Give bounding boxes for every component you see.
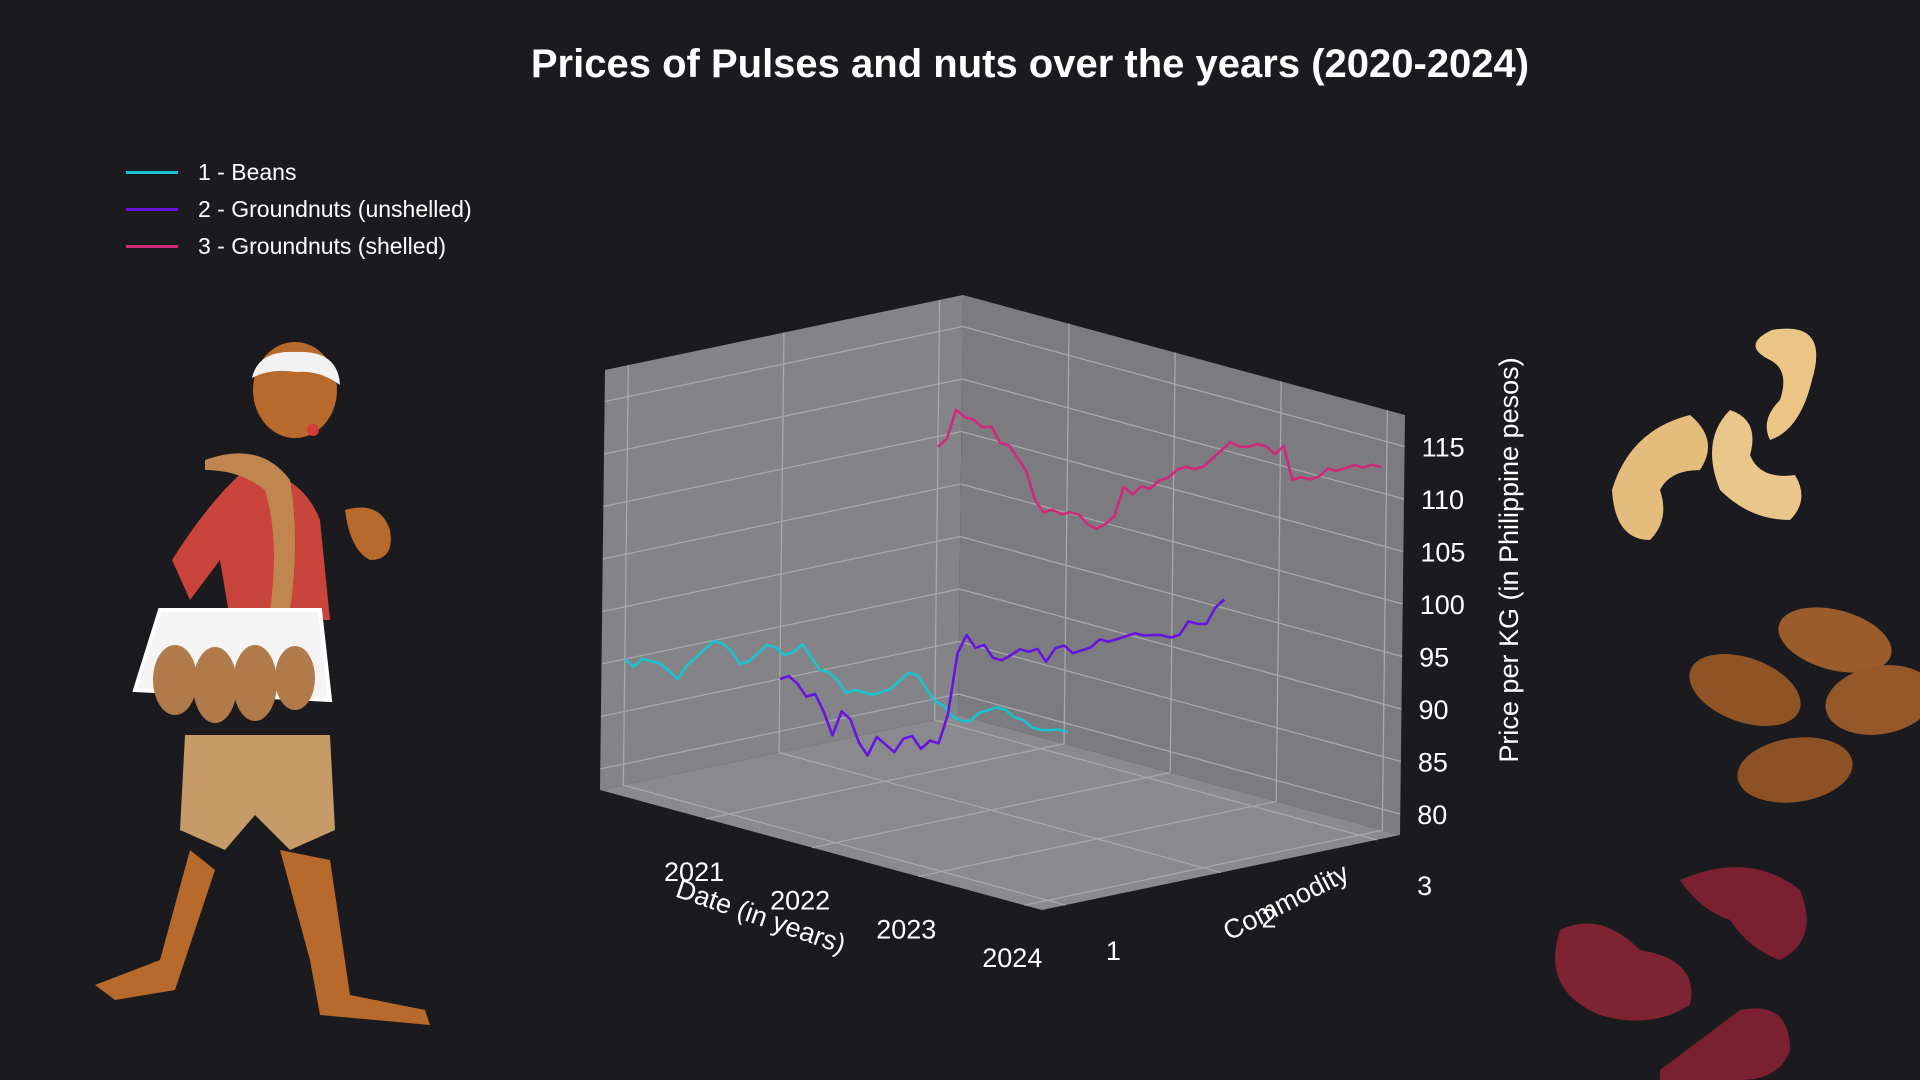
legend-item-groundnuts-shelled[interactable]: 3 - Groundnuts (shelled): [126, 228, 472, 265]
grid-line-z: [962, 325, 1405, 448]
legend-label-groundnuts-shelled: 3 - Groundnuts (shelled): [198, 233, 447, 259]
grid-line-y: [622, 365, 629, 786]
series-line-3: [937, 408, 1382, 531]
grid-line-z: [604, 325, 963, 403]
z-tick-label: 110: [1421, 485, 1464, 515]
z-tick-label: 85: [1418, 748, 1448, 778]
grid-line-z: [600, 693, 959, 770]
z-axis-title: Price per KG (in Philippine pesos): [1494, 357, 1524, 762]
z-tick-label: 105: [1420, 538, 1465, 568]
grid-line-y: [778, 751, 1222, 874]
cashew-nuts-illustration: [1612, 328, 1817, 540]
grid-lines: [600, 299, 1405, 906]
legend-swatch-groundnuts-shelled: [126, 245, 178, 248]
series-line-2: [779, 598, 1226, 757]
legend-swatch-beans: [126, 171, 178, 174]
y-tick-label: 2: [1261, 904, 1276, 934]
z-tick-label: 90: [1419, 695, 1449, 725]
grid-line-z: [600, 640, 960, 718]
almonds-illustration: [1689, 607, 1920, 803]
legend: 1 - Beans 2 - Groundnuts (unshelled) 3 -…: [126, 154, 472, 265]
legend-label-groundnuts-unshelled: 2 - Groundnuts (unshelled): [198, 196, 472, 222]
grid-line-z: [959, 535, 1403, 658]
y-tick-label: 3: [1417, 871, 1432, 901]
chart-title: Prices of Pulses and nuts over the years…: [530, 42, 1530, 86]
grid-line-z: [959, 588, 1402, 710]
grid-line-y: [934, 719, 1377, 841]
x-tick-label: 2021: [664, 857, 724, 887]
y-tick-label: 1: [1106, 936, 1121, 966]
y-axis-title: Commodity: [1218, 857, 1354, 946]
x-tick-label: 2022: [770, 886, 830, 916]
grid-line-z: [601, 535, 961, 613]
grid-line-z: [961, 378, 1405, 500]
legend-swatch-groundnuts-unshelled: [126, 208, 178, 211]
grid-line-y: [934, 299, 941, 720]
legend-label-beans: 1 - Beans: [198, 159, 297, 185]
grid-line-z: [602, 483, 961, 560]
nut-vendor-illustration: [95, 342, 430, 1025]
legend-item-groundnuts-unshelled[interactable]: 2 - Groundnuts (unshelled): [126, 191, 472, 228]
grid-line-z: [958, 693, 1401, 815]
back-pane: [958, 295, 1405, 835]
grid-line-y: [623, 784, 1066, 906]
axis-panes: [600, 295, 1405, 910]
grid-line-x: [1381, 410, 1388, 831]
series-line-1: [623, 639, 1068, 734]
grid-line-z: [601, 588, 960, 665]
legend-item-beans[interactable]: 1 - Beans: [126, 154, 472, 191]
z-tick-label: 100: [1420, 590, 1465, 620]
z-tick-label: 95: [1419, 643, 1449, 673]
grid-line-z: [603, 378, 963, 455]
grid-line-z: [961, 430, 1404, 553]
tick-labels: 2021 2022 2023 2024 1 2 3 80 85 90 95 100 105 110 115: [664, 433, 1465, 974]
grid-line-z: [960, 483, 1403, 605]
grid-line-z: [603, 430, 962, 508]
kidney-beans-illustration: [1555, 867, 1807, 1080]
grid-line-x: [1275, 381, 1282, 802]
x-tick-label: 2023: [876, 914, 936, 944]
x-tick-label: 2024: [982, 943, 1042, 973]
z-tick-label: 115: [1422, 433, 1465, 463]
grid-line-x: [1169, 352, 1176, 773]
grid-line-y: [778, 332, 785, 753]
grid-line-x: [1063, 323, 1070, 744]
z-tick-label: 80: [1417, 800, 1447, 830]
data-series: [623, 408, 1382, 757]
grid-line-z: [958, 640, 1402, 763]
